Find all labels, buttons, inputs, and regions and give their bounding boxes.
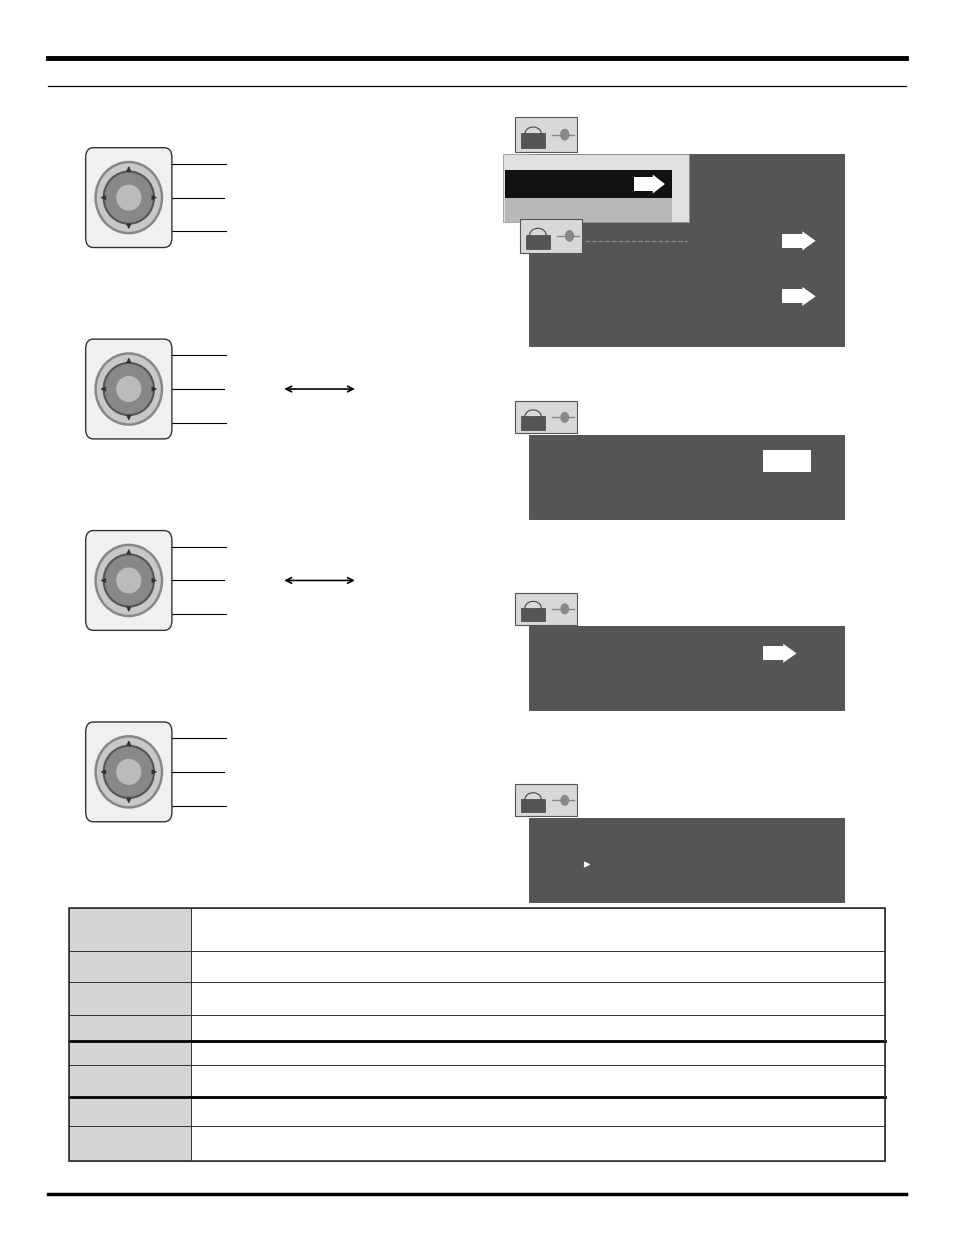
FancyBboxPatch shape [515, 401, 577, 433]
Ellipse shape [116, 567, 141, 594]
Polygon shape [801, 287, 815, 306]
Bar [502, 154, 688, 222]
FancyBboxPatch shape [515, 784, 577, 816]
FancyBboxPatch shape [519, 219, 581, 253]
Bar [634, 177, 654, 191]
Bar [781, 289, 803, 304]
Bar [762, 453, 784, 468]
FancyBboxPatch shape [86, 531, 172, 630]
Bar [191, 1065, 884, 1097]
Bar [69, 908, 884, 1161]
Bar [191, 1097, 884, 1126]
Ellipse shape [104, 172, 153, 224]
Circle shape [565, 231, 573, 241]
Bar [781, 233, 803, 248]
FancyBboxPatch shape [86, 722, 172, 821]
Ellipse shape [95, 736, 162, 808]
Bar [69, 1126, 191, 1161]
Circle shape [560, 604, 568, 614]
Bar [69, 1065, 191, 1097]
Bar [520, 416, 544, 430]
Ellipse shape [116, 184, 141, 211]
Bar [191, 982, 884, 1015]
Bar [69, 1097, 191, 1126]
Bar [69, 951, 191, 982]
Bar [529, 435, 843, 519]
Ellipse shape [104, 363, 153, 415]
FancyBboxPatch shape [515, 117, 577, 152]
Ellipse shape [95, 162, 162, 233]
Circle shape [560, 130, 568, 140]
Bar [191, 1041, 884, 1065]
Bar [529, 818, 843, 902]
FancyBboxPatch shape [86, 148, 172, 247]
Bar [762, 450, 810, 472]
Polygon shape [782, 643, 796, 663]
Ellipse shape [95, 545, 162, 616]
Bar [191, 951, 884, 982]
Bar [69, 1015, 191, 1041]
Bar [191, 1015, 884, 1041]
Bar [520, 608, 544, 621]
Bar [504, 170, 671, 198]
Bar [69, 982, 191, 1015]
Bar [69, 908, 191, 951]
Bar [526, 235, 549, 249]
Bar [191, 908, 884, 951]
Ellipse shape [104, 555, 153, 606]
Ellipse shape [95, 353, 162, 425]
Polygon shape [782, 451, 796, 471]
FancyBboxPatch shape [86, 340, 172, 438]
Ellipse shape [116, 758, 141, 785]
Bar [520, 799, 544, 813]
Polygon shape [801, 231, 815, 251]
Ellipse shape [104, 746, 153, 798]
Bar [762, 646, 784, 661]
Ellipse shape [116, 375, 141, 403]
Circle shape [560, 795, 568, 805]
Bar [529, 154, 843, 346]
FancyBboxPatch shape [515, 593, 577, 625]
Polygon shape [652, 174, 664, 194]
Bar [529, 626, 843, 710]
Bar [191, 1126, 884, 1161]
Circle shape [560, 412, 568, 422]
Bar [504, 198, 671, 222]
Bar [69, 1041, 191, 1065]
Bar [520, 133, 544, 148]
